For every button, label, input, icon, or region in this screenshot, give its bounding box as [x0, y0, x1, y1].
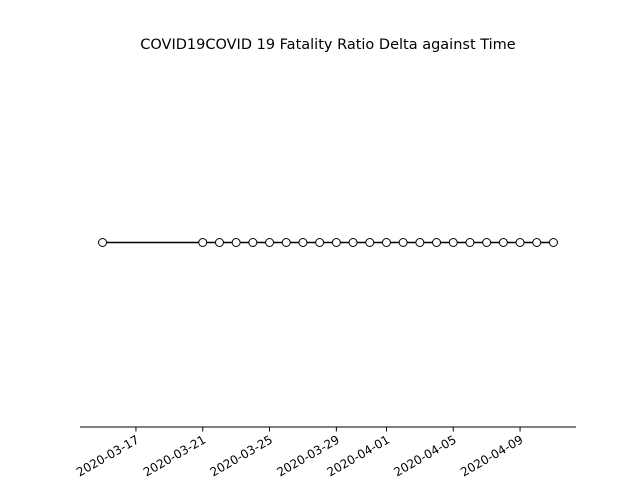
- data-point: [498, 238, 508, 247]
- data-point: [265, 238, 275, 247]
- data-point: [281, 238, 291, 247]
- data-point: [214, 238, 224, 247]
- data-point: [532, 238, 542, 247]
- data-point: [432, 238, 442, 247]
- data-point: [448, 238, 458, 247]
- x-tick-label: 2020-03-17: [74, 432, 141, 479]
- plot-area: [98, 238, 558, 247]
- data-point: [315, 238, 325, 247]
- data-point: [248, 238, 258, 247]
- x-tick-label: 2020-03-25: [208, 432, 275, 479]
- data-point: [348, 238, 358, 247]
- data-point: [548, 238, 558, 247]
- data-point: [198, 238, 208, 247]
- chart-title: COVID19COVID 19 Fatality Ratio Delta aga…: [140, 37, 516, 53]
- data-point: [381, 238, 391, 247]
- data-point: [231, 238, 241, 247]
- data-point: [415, 238, 425, 247]
- data-point: [515, 238, 525, 247]
- x-tick-label: 2020-03-21: [141, 432, 208, 479]
- data-point: [398, 238, 408, 247]
- data-point: [298, 238, 308, 247]
- x-axis-ticks: 2020-03-17 2020-03-21 2020-03-25 2020-03-29…: [74, 427, 526, 479]
- data-point: [365, 238, 375, 247]
- x-tick-label: 2020-04-05: [391, 432, 458, 479]
- data-point: [331, 238, 341, 247]
- data-point: [98, 238, 108, 247]
- data-point: [482, 238, 492, 247]
- data-point: [465, 238, 475, 247]
- x-tick-label: 2020-04-09: [458, 432, 525, 479]
